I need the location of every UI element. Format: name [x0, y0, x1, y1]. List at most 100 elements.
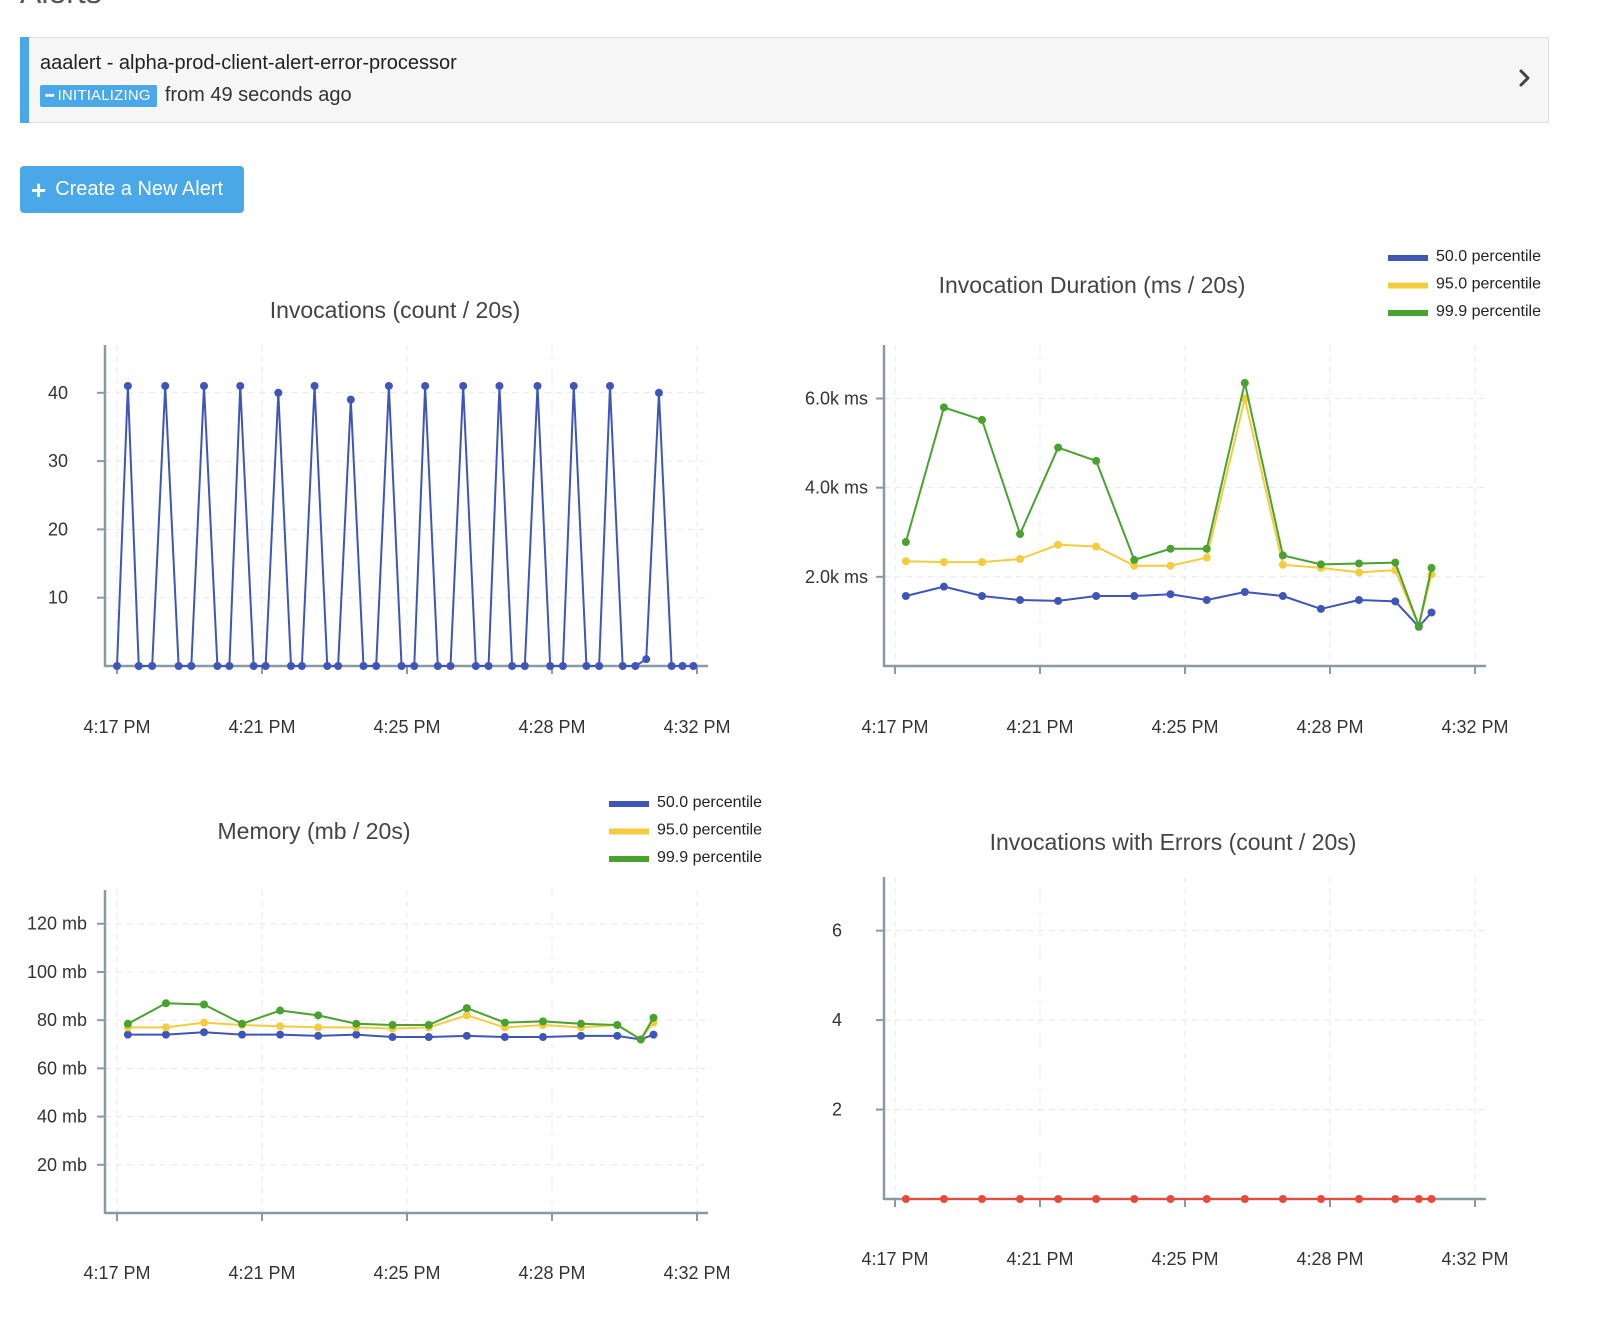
data-point — [187, 662, 196, 670]
chart-3: Memory (mb / 20s) 4:17 PM 4:21 PM 4:25 PM 4:… — [27, 794, 762, 1283]
data-point — [618, 662, 627, 670]
data-point — [471, 662, 480, 670]
data-point — [459, 381, 468, 390]
status-badge: ••• INITIALIZING — [40, 84, 157, 107]
data-point — [484, 662, 493, 670]
data-point — [978, 592, 986, 601]
legend-label: 50.0 percentile — [1436, 248, 1541, 265]
legend-swatch — [609, 856, 649, 862]
create-new-alert-button[interactable]: + Create a New Alert — [20, 166, 244, 213]
data-point — [978, 1195, 986, 1203]
data-point — [1202, 553, 1211, 562]
x-tick-label: 4:28 PM — [518, 717, 585, 737]
data-point — [446, 662, 455, 670]
data-point — [649, 1030, 658, 1039]
data-point — [359, 662, 368, 670]
x-tick-label: 4:25 PM — [1151, 717, 1218, 737]
data-point — [1278, 551, 1287, 560]
data-point — [1391, 597, 1400, 606]
data-point — [200, 1028, 208, 1037]
data-point — [200, 1018, 208, 1027]
data-point — [1130, 592, 1139, 601]
data-point — [1278, 592, 1287, 601]
data-point — [678, 662, 687, 670]
x-tick-label: 4:21 PM — [228, 1263, 295, 1283]
data-point — [538, 1017, 547, 1026]
series-line-1 — [116, 384, 694, 667]
data-point — [1240, 587, 1249, 596]
data-point — [287, 662, 295, 670]
data-point — [1355, 596, 1363, 605]
data-point — [372, 662, 381, 670]
data-point — [1202, 596, 1211, 605]
data-point — [1427, 563, 1436, 572]
x-tick-label: 4:17 PM — [861, 1249, 928, 1269]
data-point — [1092, 456, 1101, 465]
chart-1: Invocations (count / 20s) 4:17 PM 4:21 PM 4… — [48, 297, 731, 737]
data-point — [1316, 560, 1325, 569]
chart-legend: 50.0 percentile 95.0 percentile 99.9 perce… — [1388, 248, 1541, 320]
data-point — [1166, 561, 1175, 570]
data-point — [276, 1006, 285, 1015]
data-point — [123, 1030, 132, 1039]
data-point — [1316, 604, 1325, 613]
data-point — [495, 381, 504, 390]
data-point — [939, 582, 948, 591]
data-point — [1016, 530, 1025, 539]
data-point — [500, 1018, 509, 1027]
data-point — [174, 662, 183, 670]
data-point — [1427, 608, 1436, 617]
data-point — [113, 662, 121, 670]
data-point — [388, 1020, 397, 1029]
chart-title: Invocations with Errors (count / 20s) — [990, 829, 1357, 855]
x-tick-label: 4:28 PM — [1296, 1249, 1363, 1269]
data-point — [314, 1031, 323, 1040]
y-tick-label: 100 mb — [27, 962, 87, 982]
x-tick-label: 4:21 PM — [1006, 717, 1073, 737]
data-point — [314, 1023, 323, 1032]
chart-title: Memory (mb / 20s) — [218, 818, 411, 844]
data-point — [606, 381, 614, 390]
data-point — [500, 1033, 509, 1042]
data-point — [558, 662, 567, 670]
ellipsis-icon: ••• — [45, 89, 55, 102]
data-point — [1202, 1195, 1211, 1203]
data-point — [1278, 1195, 1287, 1203]
data-point — [1092, 592, 1101, 601]
data-point — [901, 592, 910, 601]
data-point — [1092, 542, 1101, 551]
data-point — [1016, 596, 1025, 605]
data-point — [323, 662, 332, 670]
data-point — [1427, 1195, 1436, 1203]
y-tick-label: 4.0k ms — [805, 478, 868, 498]
chart-title: Invocation Duration (ms / 20s) — [939, 272, 1246, 298]
data-point — [352, 1030, 361, 1039]
data-point — [388, 1033, 397, 1042]
data-point — [1130, 1195, 1139, 1203]
data-point — [613, 1020, 622, 1029]
data-point — [310, 381, 319, 390]
data-point — [1166, 590, 1175, 599]
data-point — [636, 1035, 645, 1044]
data-point — [410, 662, 419, 670]
data-point — [1054, 596, 1063, 605]
data-point — [642, 655, 651, 664]
data-point — [148, 662, 157, 670]
data-point — [462, 1004, 471, 1013]
data-point — [939, 1195, 948, 1203]
series-line-3 — [127, 1002, 655, 1041]
legend-label: 95.0 percentile — [657, 822, 762, 839]
data-point — [1054, 540, 1063, 549]
data-point — [1054, 443, 1063, 452]
data-point — [424, 1033, 433, 1042]
legend-swatch — [1388, 255, 1428, 261]
y-tick-label: 2.0k ms — [805, 567, 868, 587]
alert-card[interactable]: aaalert - alpha-prod-client-alert-error-… — [20, 37, 1549, 123]
data-point — [397, 662, 406, 670]
data-point — [276, 1030, 285, 1039]
series-line-2 — [127, 1014, 655, 1041]
status-badge-label: INITIALIZING — [57, 87, 151, 104]
chart-legend: 50.0 percentile 95.0 percentile 99.9 perce… — [609, 794, 762, 866]
chevron-right-icon[interactable] — [1516, 67, 1534, 89]
